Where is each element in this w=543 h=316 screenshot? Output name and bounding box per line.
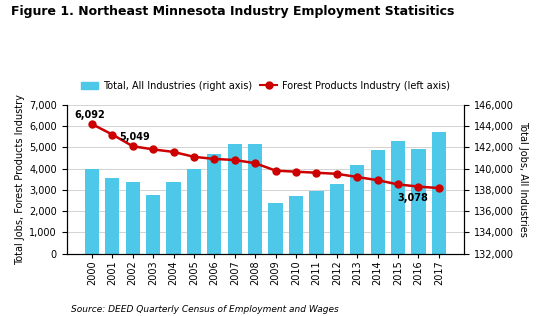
Bar	[412, 149, 426, 253]
Bar	[166, 182, 181, 253]
Bar	[105, 178, 119, 253]
Text: Figure 1. Northeast Minnesota Industry Employment Statisitics: Figure 1. Northeast Minnesota Industry E…	[11, 5, 454, 18]
Bar	[268, 203, 283, 253]
Text: 5,049: 5,049	[119, 132, 150, 142]
Bar	[125, 182, 140, 253]
Y-axis label: Total Jobs, Forest Products Industry: Total Jobs, Forest Products Industry	[15, 94, 25, 264]
Text: 3,078: 3,078	[397, 193, 428, 204]
Bar	[187, 168, 201, 253]
Bar	[146, 195, 160, 253]
Bar	[248, 144, 262, 253]
Y-axis label: Total Jobs, All Industries: Total Jobs, All Industries	[518, 121, 528, 237]
Bar	[289, 196, 303, 253]
Bar	[310, 191, 324, 253]
Text: Source: DEED Quarterly Census of Employment and Wages: Source: DEED Quarterly Census of Employm…	[71, 306, 338, 314]
Bar	[85, 168, 99, 253]
Legend: Total, All Industries (right axis), Forest Products Industry (left axis): Total, All Industries (right axis), Fore…	[77, 77, 454, 95]
Bar	[228, 144, 242, 253]
Bar	[350, 165, 364, 253]
Bar	[391, 141, 405, 253]
Bar	[207, 154, 222, 253]
Bar	[432, 132, 446, 253]
Bar	[330, 185, 344, 253]
Bar	[370, 150, 385, 253]
Text: 6,092: 6,092	[74, 110, 105, 120]
